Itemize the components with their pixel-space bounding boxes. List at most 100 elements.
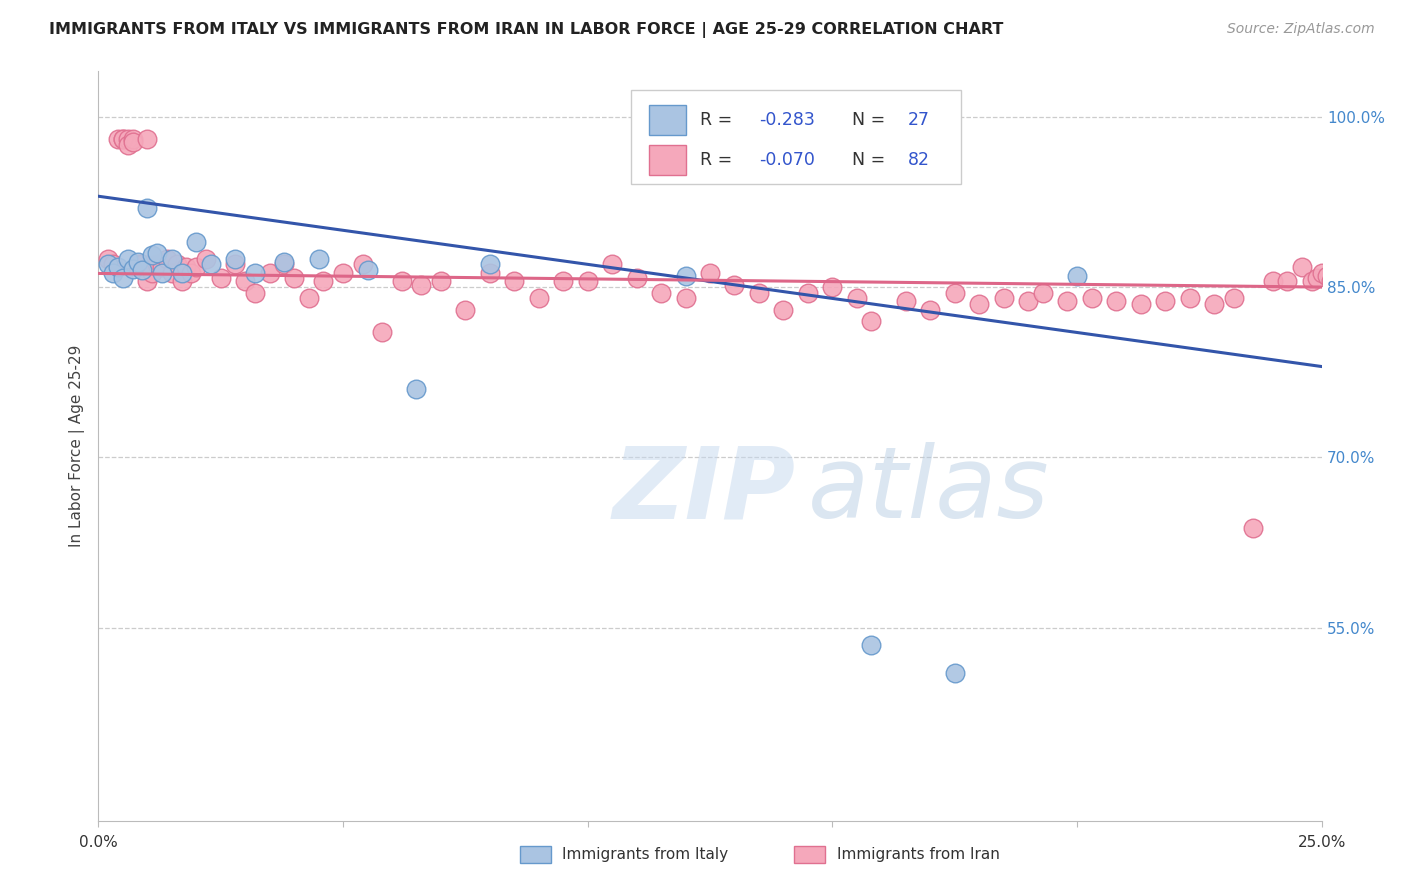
- Point: [860, 314, 883, 328]
- Point: [1277, 274, 1299, 288]
- Point: [675, 292, 697, 306]
- Point: [1105, 293, 1128, 308]
- Point: [141, 267, 163, 281]
- Point: [160, 267, 183, 281]
- Point: [1310, 267, 1333, 281]
- Point: [356, 263, 378, 277]
- Point: [107, 132, 129, 146]
- Point: [224, 257, 246, 271]
- Point: [150, 260, 173, 274]
- Y-axis label: In Labor Force | Age 25-29: In Labor Force | Age 25-29: [69, 345, 84, 547]
- FancyBboxPatch shape: [648, 105, 686, 135]
- Point: [298, 292, 321, 306]
- Point: [1202, 297, 1225, 311]
- Point: [821, 280, 844, 294]
- Point: [136, 201, 159, 215]
- Point: [186, 235, 208, 249]
- Point: [195, 252, 218, 266]
- Point: [626, 271, 648, 285]
- Point: [503, 274, 526, 288]
- Point: [259, 267, 281, 281]
- Point: [993, 292, 1015, 306]
- Point: [180, 267, 202, 281]
- Point: [141, 248, 163, 262]
- Point: [243, 267, 266, 281]
- Text: R =: R =: [700, 151, 738, 169]
- Point: [1154, 293, 1177, 308]
- Point: [150, 267, 173, 281]
- FancyBboxPatch shape: [630, 90, 960, 184]
- Point: [371, 326, 394, 340]
- Point: [156, 252, 179, 266]
- Point: [1320, 274, 1343, 288]
- Point: [1306, 271, 1329, 285]
- Point: [967, 297, 990, 311]
- Point: [748, 285, 770, 300]
- Point: [1017, 293, 1039, 308]
- Point: [97, 257, 120, 271]
- Point: [111, 271, 134, 285]
- Point: [411, 277, 433, 292]
- Point: [894, 293, 917, 308]
- Text: N =: N =: [841, 111, 890, 129]
- Point: [943, 666, 966, 681]
- Point: [391, 274, 413, 288]
- Point: [101, 267, 124, 281]
- Point: [650, 285, 672, 300]
- Point: [1056, 293, 1078, 308]
- Text: Immigrants from Italy: Immigrants from Italy: [562, 847, 728, 862]
- Point: [107, 260, 129, 274]
- Point: [1178, 292, 1201, 306]
- Point: [1241, 521, 1264, 535]
- Point: [283, 271, 305, 285]
- Point: [166, 257, 188, 271]
- Point: [233, 274, 256, 288]
- Point: [111, 132, 134, 146]
- Point: [186, 260, 208, 274]
- Point: [943, 285, 966, 300]
- Point: [1066, 268, 1088, 283]
- Point: [117, 132, 139, 146]
- Point: [1032, 285, 1054, 300]
- Point: [273, 257, 295, 271]
- Point: [117, 138, 139, 153]
- Point: [97, 252, 120, 266]
- Point: [131, 257, 153, 271]
- Point: [576, 274, 599, 288]
- Point: [845, 292, 868, 306]
- FancyBboxPatch shape: [648, 145, 686, 175]
- Text: Source: ZipAtlas.com: Source: ZipAtlas.com: [1227, 22, 1375, 37]
- Point: [127, 255, 149, 269]
- Point: [478, 267, 501, 281]
- Point: [101, 257, 124, 271]
- Point: [860, 638, 883, 652]
- Point: [1261, 274, 1284, 288]
- Text: atlas: atlas: [808, 442, 1049, 540]
- Point: [312, 274, 335, 288]
- Point: [1080, 292, 1102, 306]
- Point: [136, 274, 159, 288]
- Point: [600, 257, 623, 271]
- Point: [527, 292, 550, 306]
- Point: [146, 246, 169, 260]
- Point: [273, 255, 295, 269]
- Text: Immigrants from Iran: Immigrants from Iran: [837, 847, 1000, 862]
- Point: [170, 267, 193, 281]
- Point: [352, 257, 374, 271]
- Point: [920, 302, 942, 317]
- Point: [131, 263, 153, 277]
- Point: [1129, 297, 1152, 311]
- Point: [308, 252, 330, 266]
- Point: [209, 271, 232, 285]
- Point: [121, 261, 143, 276]
- Point: [127, 257, 149, 271]
- Point: [176, 260, 198, 274]
- Point: [332, 267, 354, 281]
- Point: [117, 252, 139, 266]
- Point: [430, 274, 453, 288]
- Point: [121, 132, 143, 146]
- Point: [797, 285, 820, 300]
- Point: [553, 274, 575, 288]
- Point: [772, 302, 794, 317]
- Point: [224, 252, 246, 266]
